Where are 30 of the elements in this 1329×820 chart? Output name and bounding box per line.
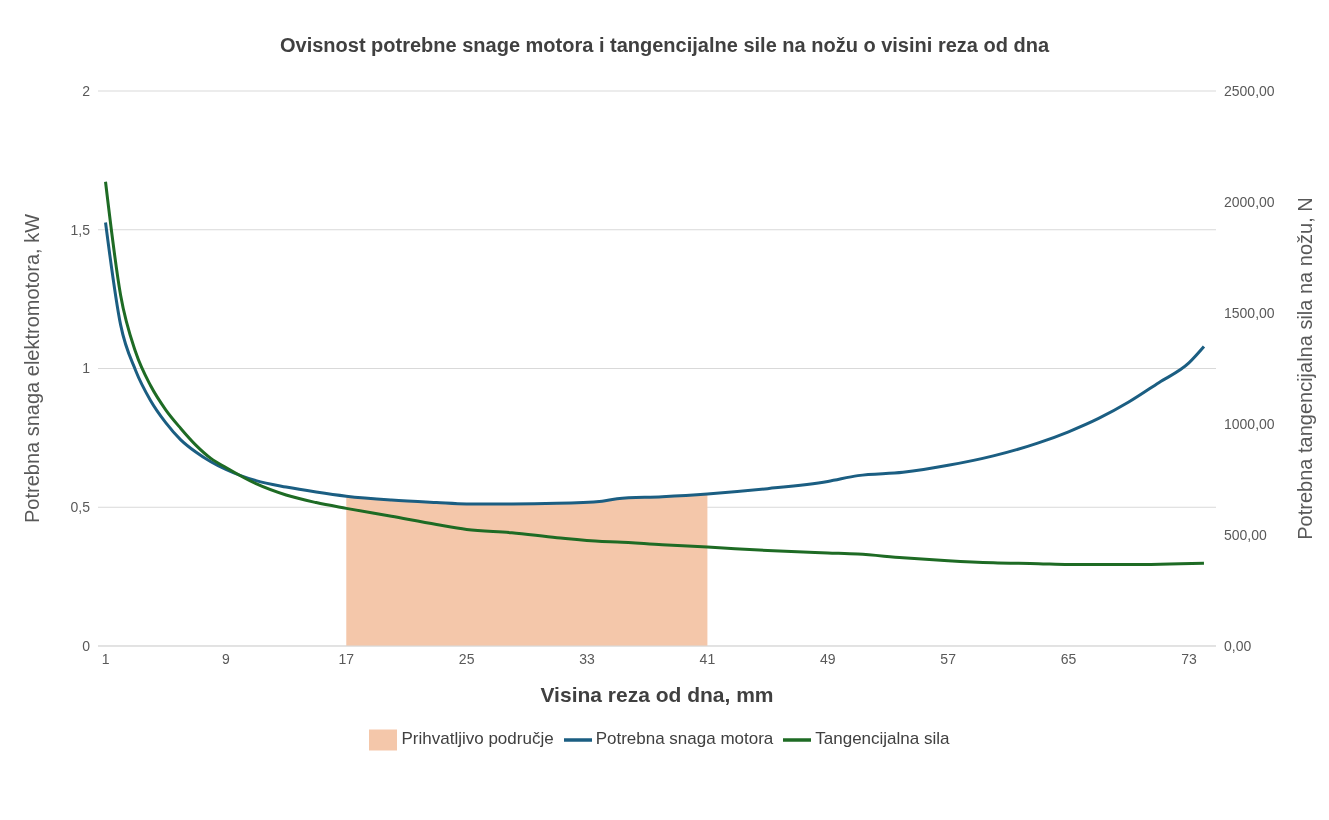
y-tick-label: 0,5 <box>70 499 91 516</box>
x-tick-label: 1 <box>101 650 110 667</box>
y-tick-label: 1,5 <box>70 221 91 238</box>
x-tick-label: 9 <box>222 650 230 667</box>
x-tick-label: 49 <box>820 650 836 667</box>
x-tick-label: 65 <box>1060 650 1077 667</box>
y2-tick-label: 2500,00 <box>1224 82 1275 99</box>
x-tick-label: 41 <box>699 650 716 667</box>
x-tick-label: 25 <box>458 650 475 667</box>
legend-label: Potrebna snaga motora <box>595 729 774 749</box>
y-axis-title: Potrebna snaga elektromotora, kW <box>21 213 44 524</box>
y-tick-label: 0 <box>82 637 91 654</box>
legend-label: Tangencijalna sila <box>815 729 950 749</box>
y-tick-label: 2 <box>82 82 91 99</box>
y2-tick-label: 500,00 <box>1224 526 1268 543</box>
chart-title: Ovisnost potrebne snage motora i tangencijalne sile na nožu o visini reza od dna <box>278 33 1051 58</box>
y2-tick-label: 2000,00 <box>1224 193 1275 210</box>
x-axis-title: Visina reza od dna, mm <box>540 683 774 706</box>
y-tick-label: 1 <box>82 360 91 377</box>
line-series <box>104 180 1206 567</box>
y2-tick-label: 1500,00 <box>1224 304 1275 321</box>
x-tick-label: 17 <box>338 650 355 667</box>
x-tick-label: 57 <box>940 650 957 667</box>
y2-tick-label: 0,00 <box>1224 637 1252 654</box>
y2-tick-label: 1000,00 <box>1224 415 1275 432</box>
legend-label: Prihvatljivo područje <box>401 729 554 749</box>
y2-axis-title: Potrebna tangencijalna sila na nožu, N <box>1294 197 1317 540</box>
x-tick-label: 73 <box>1181 650 1197 667</box>
x-tick-label: 33 <box>579 650 596 667</box>
line-series <box>104 221 1206 506</box>
